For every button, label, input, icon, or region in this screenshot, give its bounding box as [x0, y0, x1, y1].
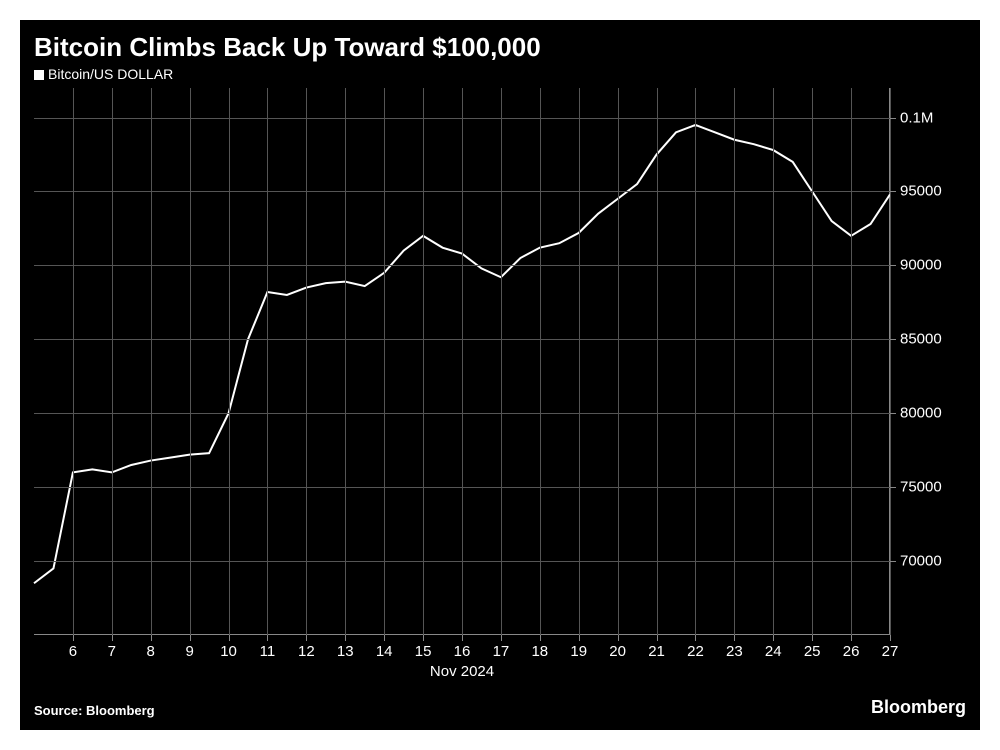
x-tick-label: 14 — [376, 643, 393, 660]
x-tick-mark — [306, 635, 307, 641]
y-tick-label: 0.1M — [900, 109, 933, 126]
x-tick-mark — [345, 635, 346, 641]
x-tick-label: 20 — [609, 643, 626, 660]
gridline-horizontal — [34, 265, 890, 266]
gridline-vertical — [190, 88, 191, 635]
x-tick-mark — [151, 635, 152, 641]
x-tick-label: 9 — [185, 643, 193, 660]
gridline-horizontal — [34, 118, 890, 119]
x-tick-mark — [812, 635, 813, 641]
x-tick-mark — [618, 635, 619, 641]
chart-title: Bitcoin Climbs Back Up Toward $100,000 — [34, 32, 541, 63]
chart-legend: Bitcoin/US DOLLAR — [34, 66, 173, 82]
y-tick-mark — [890, 191, 896, 192]
source-text: Source: Bloomberg — [34, 703, 155, 718]
gridline-vertical — [73, 88, 74, 635]
x-tick-mark — [773, 635, 774, 641]
gridline-vertical — [890, 88, 891, 635]
x-tick-mark — [462, 635, 463, 641]
gridline-vertical — [423, 88, 424, 635]
x-tick-mark — [190, 635, 191, 641]
x-tick-label: 26 — [843, 643, 860, 660]
x-tick-mark — [657, 635, 658, 641]
gridline-vertical — [267, 88, 268, 635]
gridline-horizontal — [34, 413, 890, 414]
x-tick-label: 11 — [260, 643, 276, 660]
x-tick-label: 6 — [69, 643, 77, 660]
y-tick-mark — [890, 118, 896, 119]
x-tick-label: 27 — [882, 643, 899, 660]
y-tick-label: 85000 — [900, 331, 942, 348]
x-tick-mark — [384, 635, 385, 641]
gridline-vertical — [657, 88, 658, 635]
gridline-vertical — [618, 88, 619, 635]
brand-logo: Bloomberg — [871, 697, 966, 718]
x-tick-mark — [267, 635, 268, 641]
gridline-vertical — [384, 88, 385, 635]
legend-label: Bitcoin/US DOLLAR — [48, 66, 173, 82]
y-tick-mark — [890, 265, 896, 266]
x-tick-mark — [423, 635, 424, 641]
x-tick-label: 13 — [337, 643, 354, 660]
y-tick-mark — [890, 487, 896, 488]
gridline-horizontal — [34, 339, 890, 340]
gridline-vertical — [462, 88, 463, 635]
gridline-horizontal — [34, 191, 890, 192]
gridline-vertical — [345, 88, 346, 635]
gridline-vertical — [695, 88, 696, 635]
x-tick-mark — [579, 635, 580, 641]
x-tick-mark — [501, 635, 502, 641]
legend-swatch — [34, 70, 44, 80]
gridline-horizontal — [34, 561, 890, 562]
plot-area — [34, 88, 890, 635]
x-tick-mark — [695, 635, 696, 641]
x-tick-mark — [890, 635, 891, 641]
x-tick-label: 24 — [765, 643, 782, 660]
gridline-vertical — [151, 88, 152, 635]
x-tick-mark — [73, 635, 74, 641]
chart-container: Bitcoin Climbs Back Up Toward $100,000 B… — [20, 20, 980, 730]
x-tick-label: 16 — [454, 643, 471, 660]
gridline-vertical — [112, 88, 113, 635]
x-tick-mark — [112, 635, 113, 641]
x-tick-mark — [540, 635, 541, 641]
y-tick-label: 80000 — [900, 405, 942, 422]
gridline-vertical — [851, 88, 852, 635]
y-tick-mark — [890, 561, 896, 562]
gridline-vertical — [306, 88, 307, 635]
gridline-vertical — [812, 88, 813, 635]
x-tick-label: 25 — [804, 643, 821, 660]
y-tick-label: 95000 — [900, 183, 942, 200]
y-tick-mark — [890, 339, 896, 340]
y-tick-label: 90000 — [900, 257, 942, 274]
x-tick-label: 17 — [493, 643, 510, 660]
y-tick-label: 75000 — [900, 479, 942, 496]
gridline-vertical — [501, 88, 502, 635]
y-axis-label: US Dollars — [979, 332, 997, 408]
x-tick-mark — [229, 635, 230, 641]
y-tick-mark — [890, 413, 896, 414]
gridline-vertical — [229, 88, 230, 635]
x-tick-mark — [734, 635, 735, 641]
x-tick-label: 21 — [648, 643, 665, 660]
x-tick-label: 7 — [108, 643, 116, 660]
x-tick-label: 19 — [570, 643, 587, 660]
x-tick-mark — [851, 635, 852, 641]
x-axis-label: Nov 2024 — [430, 663, 494, 680]
x-tick-label: 18 — [531, 643, 548, 660]
x-tick-label: 8 — [147, 643, 155, 660]
x-tick-label: 22 — [687, 643, 704, 660]
gridline-horizontal — [34, 487, 890, 488]
gridline-vertical — [540, 88, 541, 635]
gridline-vertical — [734, 88, 735, 635]
x-tick-label: 15 — [415, 643, 432, 660]
x-tick-label: 23 — [726, 643, 743, 660]
y-tick-label: 70000 — [900, 553, 942, 570]
x-tick-label: 10 — [220, 643, 237, 660]
x-tick-label: 12 — [298, 643, 315, 660]
gridline-vertical — [773, 88, 774, 635]
gridline-vertical — [579, 88, 580, 635]
